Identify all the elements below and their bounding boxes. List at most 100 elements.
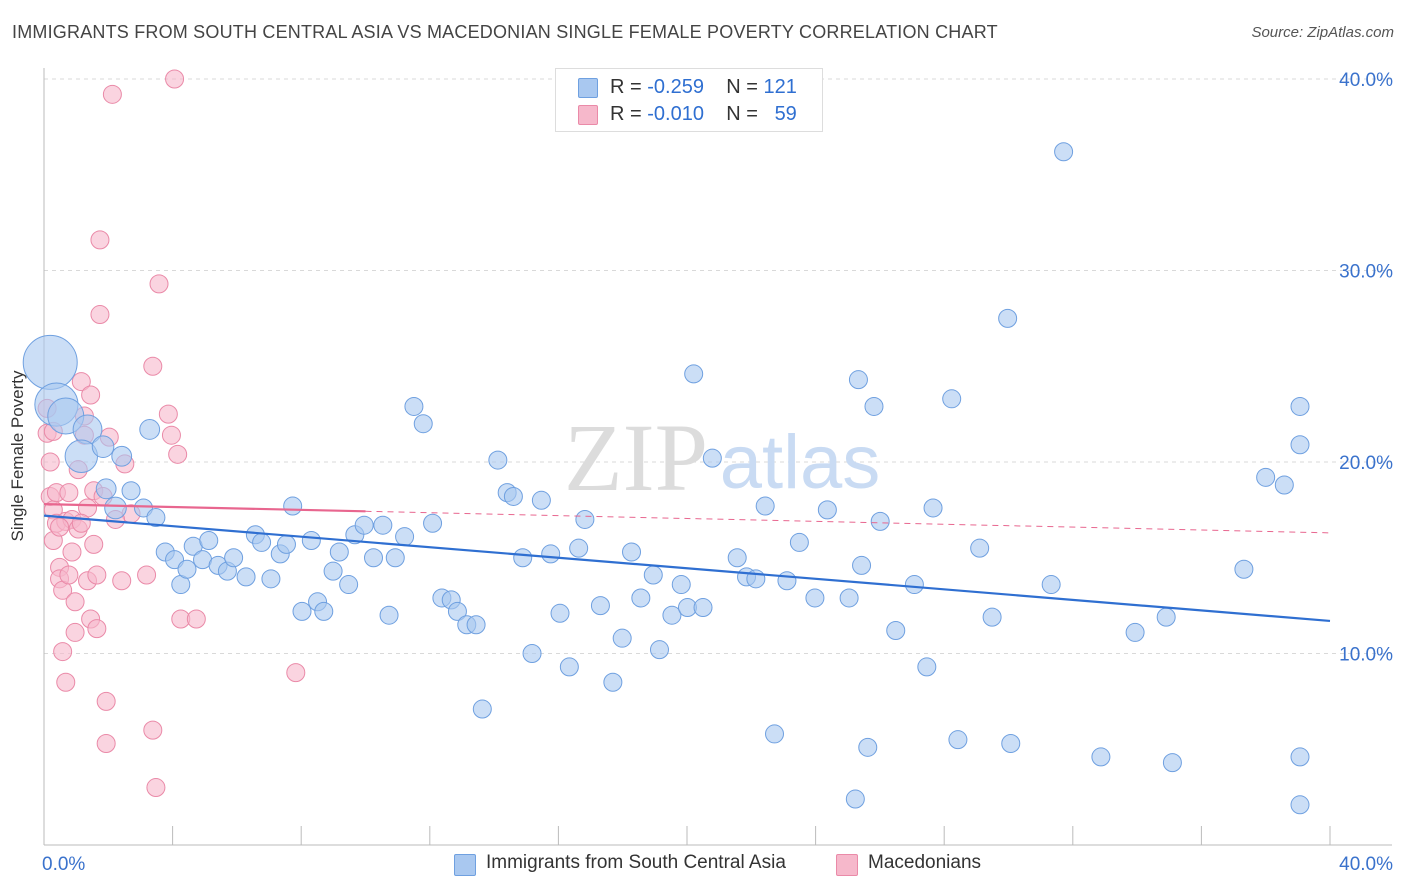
data-point-south-central-asia (531, 490, 551, 510)
data-point-macedonian (143, 720, 163, 740)
data-point-south-central-asia (923, 498, 943, 518)
x-tick-label: 0.0% (42, 854, 85, 875)
data-point-south-central-asia (1041, 575, 1061, 595)
data-point-macedonian (137, 565, 157, 585)
data-point-south-central-asia (364, 548, 384, 568)
data-point-macedonian (112, 571, 132, 591)
legend-swatch-blue (578, 78, 598, 98)
data-point-south-central-asia (1290, 747, 1310, 767)
data-point-south-central-asia (466, 615, 486, 635)
data-point-macedonian (186, 609, 206, 629)
data-point-south-central-asia (684, 364, 704, 384)
trend-line-macedonian-dashed (365, 510, 1331, 534)
data-point-south-central-asia (252, 532, 272, 552)
data-point-macedonian (59, 483, 79, 503)
data-point-south-central-asia (671, 575, 691, 595)
data-point-macedonian (146, 778, 166, 798)
data-point-south-central-asia (395, 527, 415, 547)
data-point-south-central-asia (22, 334, 78, 390)
legend-n-value: 59 (774, 103, 797, 125)
data-point-south-central-asia (379, 605, 399, 625)
legend-swatch-pink (578, 105, 598, 125)
data-point-macedonian (161, 425, 181, 445)
data-point-south-central-asia (224, 548, 244, 568)
data-point-south-central-asia (1162, 753, 1182, 773)
data-point-south-central-asia (845, 789, 865, 809)
legend-r-value: -0.259 (647, 76, 704, 98)
legend-r-value: -0.010 (647, 103, 704, 125)
data-point-south-central-asia (104, 496, 127, 520)
data-point-south-central-asia (1290, 396, 1310, 416)
data-point-south-central-asia (423, 513, 443, 533)
data-point-south-central-asia (569, 538, 589, 558)
data-point-south-central-asia (314, 601, 334, 621)
chart-title: IMMIGRANTS FROM SOUTH CENTRAL ASIA VS MA… (12, 22, 998, 42)
data-point-macedonian (40, 452, 60, 472)
data-point-south-central-asia (765, 724, 785, 744)
data-point-macedonian (71, 513, 91, 533)
trend-lines (43, 503, 1331, 623)
legend-text-pink: R = -0.010 N = 59 (610, 103, 797, 126)
data-point-south-central-asia (998, 308, 1018, 328)
data-point-south-central-asia (139, 419, 161, 440)
data-point-south-central-asia (1001, 734, 1021, 754)
data-point-south-central-asia (1256, 467, 1276, 487)
data-point-macedonian (65, 622, 85, 642)
data-point-south-central-asia (323, 561, 343, 581)
data-point-south-central-asia (522, 644, 542, 663)
legend-n-label: N = (726, 103, 758, 125)
data-point-south-central-asia (91, 435, 115, 458)
data-point-south-central-asia (447, 601, 467, 621)
data-point-south-central-asia (373, 515, 393, 535)
trend-line-south-central-asia (43, 514, 1331, 623)
data-point-south-central-asia (1290, 795, 1310, 815)
data-point-macedonian (96, 691, 116, 711)
watermark: ZIP atlas (564, 404, 880, 511)
data-point-south-central-asia (301, 531, 321, 551)
data-point-south-central-asia (276, 534, 296, 554)
data-point-macedonian (53, 642, 73, 662)
data-point-south-central-asia (404, 396, 424, 416)
data-point-south-central-asia (755, 496, 775, 516)
data-point-south-central-asia (590, 596, 610, 616)
correlation-legend: R = -0.259 N = 121 R = -0.010 N = 59 (555, 68, 823, 132)
south-central-asia-points (22, 142, 1310, 815)
data-point-south-central-asia (339, 575, 359, 595)
data-point-macedonian (84, 534, 104, 554)
data-point-south-central-asia (541, 544, 561, 564)
data-point-macedonian (65, 592, 85, 612)
y-tick-label: 40.0% (1339, 70, 1393, 91)
legend-r-label: R = (610, 76, 642, 98)
data-point-south-central-asia (858, 737, 878, 757)
data-point-south-central-asia (1054, 142, 1074, 162)
tick-labels: 10.0% 20.0% 30.0% 40.0% 0.0% 40.0% (42, 70, 1393, 875)
data-point-south-central-asia (95, 478, 117, 500)
data-point-south-central-asia (488, 450, 508, 470)
data-point-macedonian (81, 385, 101, 405)
y-tick-label: 10.0% (1339, 645, 1393, 666)
data-point-south-central-asia (805, 588, 825, 608)
data-point-south-central-asia (559, 657, 579, 677)
data-point-south-central-asia (643, 565, 663, 585)
data-point-macedonian (87, 565, 107, 585)
data-point-south-central-asia (261, 569, 281, 589)
data-point-south-central-asia (472, 699, 492, 719)
data-point-south-central-asia (354, 515, 374, 535)
data-point-south-central-asia (622, 542, 642, 562)
data-point-south-central-asia (1091, 747, 1111, 767)
data-point-south-central-asia (982, 607, 1002, 627)
data-point-south-central-asia (503, 486, 523, 506)
data-point-south-central-asia (702, 448, 722, 468)
bottom-legend-label-pink: Macedonians (868, 852, 982, 873)
data-point-macedonian (286, 663, 306, 683)
data-point-south-central-asia (550, 603, 570, 623)
data-point-south-central-asia (1234, 559, 1254, 579)
data-point-macedonian (96, 734, 116, 754)
data-point-south-central-asia (199, 531, 219, 551)
data-point-south-central-asia (177, 559, 197, 579)
data-point-macedonian (158, 404, 178, 424)
data-point-south-central-asia (777, 571, 797, 591)
data-point-south-central-asia (1156, 607, 1176, 627)
data-point-south-central-asia (870, 511, 890, 531)
data-point-south-central-asia (1290, 435, 1310, 455)
